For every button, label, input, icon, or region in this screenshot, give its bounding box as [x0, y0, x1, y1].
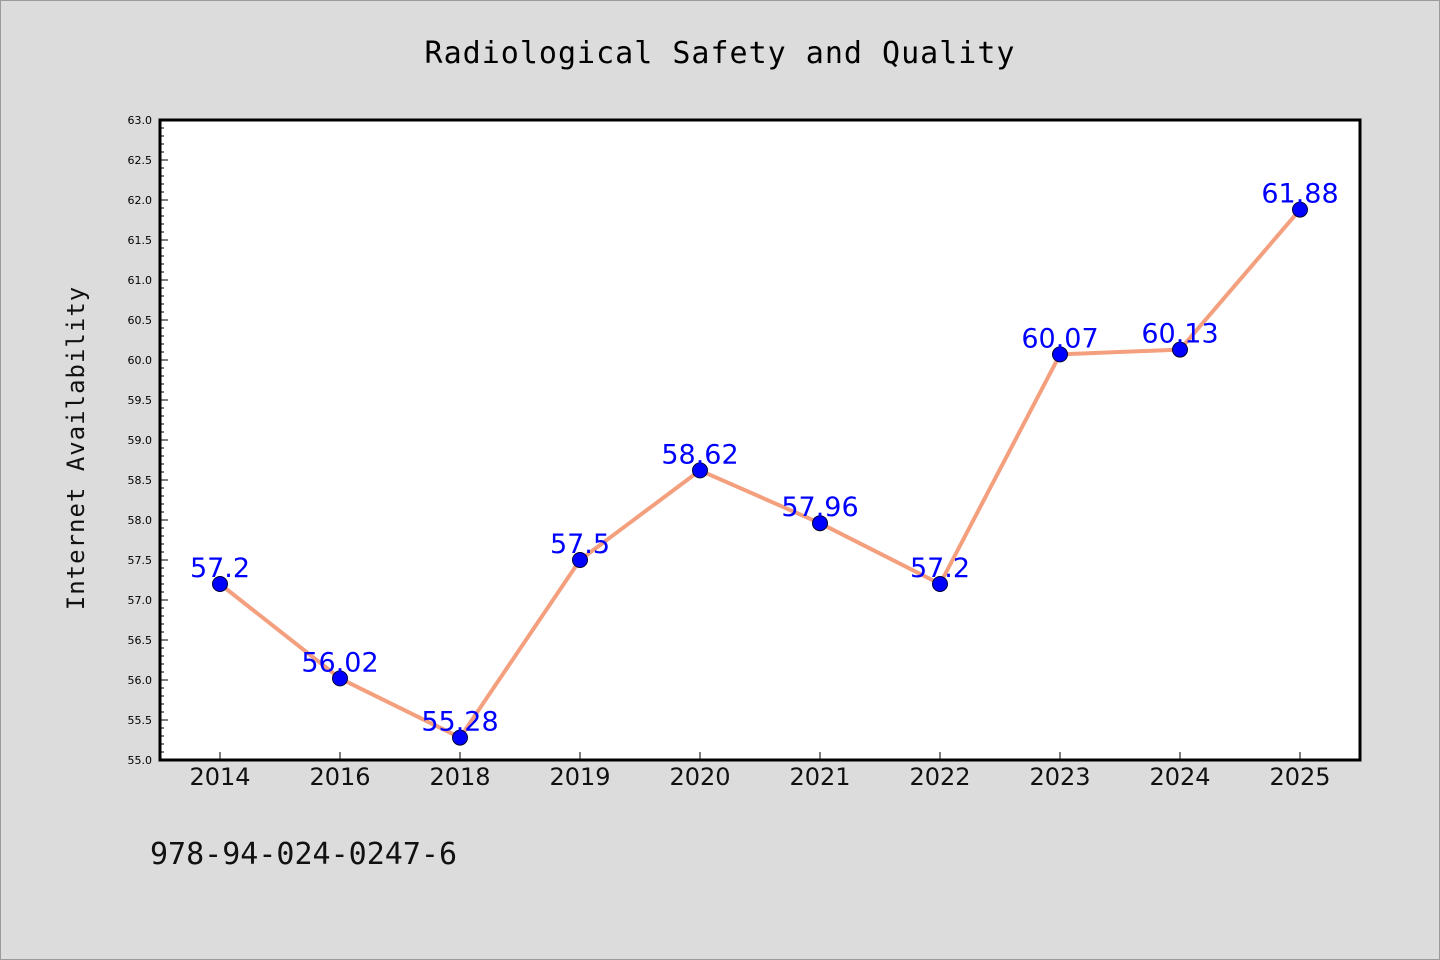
data-point	[1052, 346, 1068, 363]
y-tick-label: 55.0	[128, 754, 153, 767]
y-tick-label: 58.0	[128, 514, 153, 527]
data-label: 60.07	[1021, 323, 1098, 354]
y-tick-label: 60.0	[128, 354, 153, 367]
data-label: 57.2	[910, 553, 970, 584]
x-axis-ticks: 2014 2016 2018 2019 2020 2021 2022 2023 2024 2025	[189, 752, 1331, 791]
y-tick-label: 56.0	[128, 674, 153, 687]
data-point	[452, 729, 468, 746]
x-tick-label: 2014	[189, 763, 250, 791]
x-tick-label: 2016	[309, 763, 370, 791]
isbn-footer: 978-94-024-0247-6	[150, 837, 457, 872]
x-tick-label: 2023	[1029, 763, 1090, 791]
y-tick-label: 60.5	[128, 314, 153, 327]
y-axis-ticks: 55.0 55.5 56.0 56.5 57.0 57.5 58.0 58.5 59.0 59.5…	[128, 114, 168, 767]
x-tick-label: 2025	[1269, 763, 1330, 791]
series-line	[218, 207, 1302, 740]
data-point	[332, 670, 348, 687]
data-label: 56.02	[301, 647, 378, 678]
y-tick-label: 61.0	[128, 274, 153, 287]
x-tick-label: 2021	[789, 763, 850, 791]
y-tick-label: 62.0	[128, 194, 153, 207]
y-tick-label: 61.5	[128, 234, 153, 247]
y-tick-label: 55.5	[128, 714, 153, 727]
y-tick-label: 57.5	[128, 554, 153, 567]
y-tick-label: 59.5	[128, 394, 153, 407]
data-point	[932, 576, 948, 592]
series-layer	[218, 207, 1302, 740]
y-tick-label: 63.0	[128, 114, 153, 127]
data-label: 55.28	[421, 707, 498, 738]
plot-area	[158, 118, 1362, 762]
data-label: 58.62	[661, 439, 738, 470]
data-point	[572, 552, 588, 568]
y-tick-label: 56.5	[128, 634, 153, 647]
data-label: 57.2	[190, 553, 250, 584]
data-point	[812, 515, 828, 532]
chart-title: Radiological Safety and Quality	[425, 36, 1016, 71]
data-label: 57.96	[781, 492, 858, 523]
marker-layer	[212, 201, 1308, 746]
data-label: 60.13	[1141, 319, 1218, 350]
y-tick-label: 58.5	[128, 474, 153, 487]
x-tick-label: 2019	[549, 763, 610, 791]
data-point	[212, 576, 228, 592]
data-point	[1172, 341, 1188, 358]
x-tick-label: 2024	[1149, 763, 1210, 791]
data-point	[1292, 201, 1308, 218]
y-axis-label: Internet Availability	[62, 286, 90, 610]
y-tick-label: 62.5	[128, 154, 153, 167]
y-tick-label: 57.0	[128, 594, 153, 607]
x-tick-label: 2018	[429, 763, 490, 791]
x-tick-label: 2022	[909, 763, 970, 791]
data-point	[692, 462, 708, 479]
x-tick-label: 2020	[669, 763, 730, 791]
y-tick-label: 59.0	[128, 434, 153, 447]
data-label: 57.5	[550, 529, 610, 560]
data-label: 61.88	[1261, 179, 1338, 210]
data-label-layer: 57.2 56.02 55.28 57.5 58.62 57.96 57.2 60.07 60.…	[190, 179, 1339, 738]
